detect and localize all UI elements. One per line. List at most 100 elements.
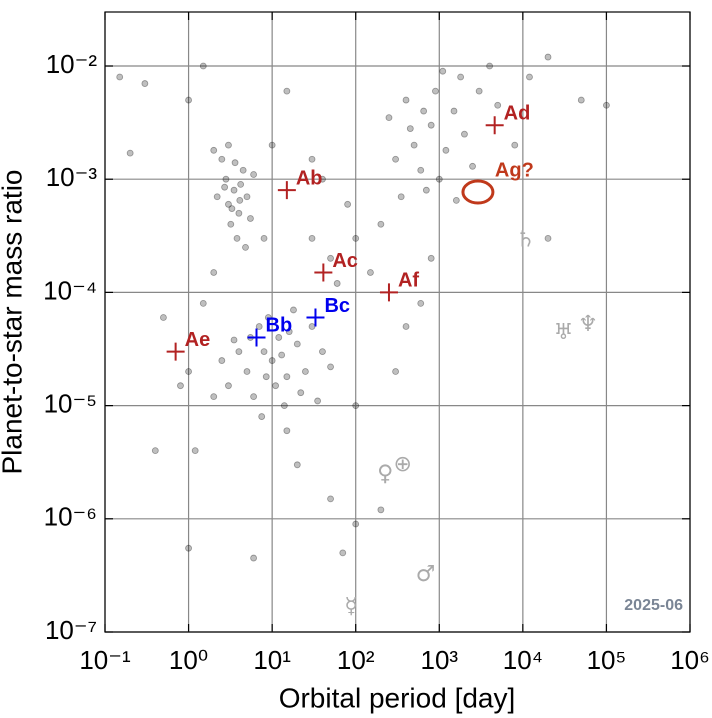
point <box>457 73 465 81</box>
point <box>327 254 334 262</box>
planet-label: Ac <box>332 250 358 272</box>
planet-label: Ad <box>504 102 531 124</box>
point <box>210 393 218 401</box>
point <box>494 101 502 109</box>
planet-marker <box>166 342 185 361</box>
y-tick-label: 10⁻⁶ <box>44 502 97 532</box>
x-tick-label: 10¹ <box>253 645 291 675</box>
point <box>262 373 270 381</box>
point <box>297 389 305 397</box>
point <box>301 368 309 375</box>
point <box>339 549 347 557</box>
point <box>417 166 425 174</box>
point <box>185 96 192 104</box>
point <box>486 62 494 70</box>
planet-label: Af <box>398 270 419 292</box>
point <box>126 149 134 157</box>
point <box>260 348 268 355</box>
point <box>308 323 316 330</box>
point <box>210 269 218 276</box>
point <box>410 141 418 149</box>
point <box>268 357 276 364</box>
point <box>280 402 288 410</box>
point <box>283 373 291 381</box>
point <box>406 125 414 132</box>
point <box>250 554 258 562</box>
point <box>233 234 241 242</box>
point <box>392 155 399 163</box>
solar-system-planet: ☿ <box>344 594 358 619</box>
y-tick-label: 10⁻² <box>46 49 98 79</box>
point <box>442 146 450 154</box>
point <box>577 96 585 104</box>
planet-label: Bc <box>324 295 350 317</box>
point <box>222 175 230 183</box>
point <box>432 87 439 95</box>
solar-system-planet: ⊕ <box>393 452 411 477</box>
point <box>185 544 192 552</box>
point <box>435 175 443 183</box>
y-tick-label: 10⁻³ <box>46 162 98 192</box>
point <box>293 461 301 469</box>
point <box>213 193 221 201</box>
candidate-marker <box>461 179 495 205</box>
point <box>237 180 245 188</box>
point <box>308 155 316 163</box>
x-tick-label: 10⁰ <box>169 645 208 675</box>
point <box>603 101 610 109</box>
point <box>235 209 243 217</box>
point <box>427 254 435 262</box>
point <box>544 53 552 61</box>
point <box>151 447 159 455</box>
point <box>260 234 268 242</box>
point <box>290 306 297 314</box>
point <box>377 506 385 514</box>
point <box>116 73 124 81</box>
point <box>210 146 218 154</box>
point <box>352 402 360 410</box>
x-axis-label: Orbital period [day] <box>279 682 516 713</box>
point <box>293 340 301 348</box>
point <box>255 323 263 330</box>
y-tick-label: 10⁻⁴ <box>43 275 97 305</box>
point <box>199 62 207 70</box>
point <box>231 159 239 167</box>
point <box>225 382 232 390</box>
point <box>141 80 149 87</box>
y-tick-label: 10⁻⁷ <box>45 615 97 645</box>
point <box>461 130 468 138</box>
point <box>250 171 258 178</box>
annotation: 2025-06 <box>624 597 683 614</box>
point <box>239 166 247 174</box>
point <box>327 363 334 371</box>
point <box>272 382 280 390</box>
point <box>367 269 374 276</box>
point <box>469 162 476 170</box>
point <box>450 107 458 115</box>
point <box>160 314 167 321</box>
point <box>230 186 238 194</box>
point <box>242 243 249 251</box>
point <box>417 299 425 307</box>
point <box>377 220 385 228</box>
point <box>427 121 435 129</box>
planet-label: Ab <box>296 167 323 189</box>
point <box>308 234 316 242</box>
point <box>230 336 238 344</box>
point <box>511 141 519 149</box>
point <box>319 175 326 183</box>
x-tick-label: 10⁻¹ <box>79 645 131 675</box>
planet-marker <box>247 328 266 347</box>
x-tick-label: 10⁵ <box>587 645 627 675</box>
point <box>218 155 226 163</box>
planet-marker <box>379 283 398 302</box>
planet-label: Bb <box>266 315 293 337</box>
point <box>225 141 232 149</box>
point <box>397 193 405 201</box>
point <box>439 67 447 75</box>
y-axis-label: Planet-to-star mass ratio <box>0 170 27 475</box>
point <box>235 348 243 355</box>
point <box>402 96 410 104</box>
point <box>221 183 229 191</box>
